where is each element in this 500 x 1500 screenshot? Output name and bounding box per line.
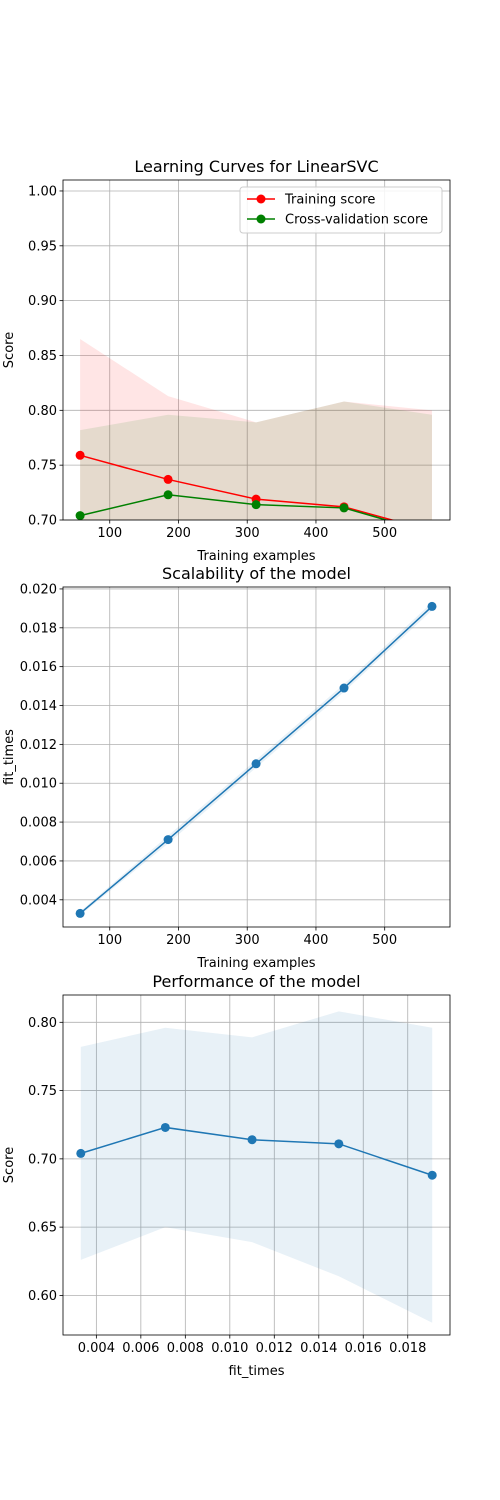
scalability-panel: 100 200 300 400 500 0.004 0.006 0.008 0.010 0.012… — [2, 564, 451, 971]
x-tick-label: 0.016 — [345, 1341, 382, 1356]
x-tick-label: 0.004 — [78, 1341, 115, 1356]
legend-cross-validation-score-label: Cross-validation score — [285, 213, 428, 228]
performance-plot-area — [76, 1011, 437, 1323]
y-tick-label: 0.80 — [28, 1016, 57, 1031]
learning-curve-y-axis-label: Score — [2, 332, 17, 368]
learning-curve-training-score-point — [427, 526, 436, 535]
performance-y-axis-label: Score — [2, 1147, 17, 1183]
x-tick-label: 100 — [97, 933, 122, 948]
scalability-y-axis-label: fit_times — [2, 729, 17, 785]
legend-box — [239, 186, 443, 234]
performance-series-point — [247, 1135, 257, 1145]
scalability-plot-area — [75, 601, 437, 918]
scalability-series-point — [163, 835, 173, 845]
x-tick-label: 300 — [235, 933, 260, 948]
scalability-series-point — [427, 601, 437, 611]
x-tick-label: 400 — [304, 526, 329, 541]
y-tick-label: 0.65 — [28, 1221, 57, 1236]
x-tick-label: 0.008 — [167, 1341, 204, 1356]
performance-title: Performance of the model — [152, 972, 360, 991]
y-tick-label: 0.008 — [20, 816, 57, 831]
performance-axes-frame — [62, 994, 451, 1336]
scalability-x-axis-label: Training examples — [196, 956, 315, 971]
performance-grid — [63, 995, 450, 1335]
y-tick-label: 0.70 — [28, 514, 57, 529]
x-tick-label: 100 — [97, 526, 122, 541]
x-tick-label: 0.012 — [256, 1341, 293, 1356]
legend-training-score-label: Training score — [284, 193, 375, 208]
learning-curve-cross-validation-score-point — [339, 503, 349, 513]
y-tick-label: 0.70 — [28, 1152, 57, 1167]
y-tick-label: 0.75 — [28, 459, 57, 474]
scalability-axes-frame — [62, 586, 451, 928]
y-tick-label: 0.010 — [20, 777, 57, 792]
x-tick-label: 0.010 — [211, 1341, 248, 1356]
learning-curve-cross-validation-score-point — [427, 529, 436, 538]
y-tick-label: 0.75 — [28, 1084, 57, 1099]
y-tick-label: 0.006 — [20, 854, 57, 869]
y-tick-label: 0.018 — [20, 621, 57, 636]
x-tick-label: 500 — [372, 933, 397, 948]
legend-training-score-marker — [256, 194, 266, 204]
y-tick-label: 0.85 — [28, 349, 57, 364]
learning-curve-title: Learning Curves for LinearSVC — [134, 157, 378, 176]
learning-curve-legend: Training score Cross-validation score — [239, 186, 443, 234]
performance-x-axis-label: fit_times — [229, 1364, 285, 1379]
learning-curve-x-axis-label: Training examples — [196, 549, 315, 564]
performance-panel: 0.004 0.006 0.008 0.010 0.012 0.014 0.016 0.018… — [2, 972, 451, 1379]
y-tick-label: 0.004 — [20, 893, 57, 908]
learning-curve-training-score-point — [75, 450, 85, 460]
x-tick-label: 0.018 — [389, 1341, 426, 1356]
learning-curve-axes-frame — [62, 179, 451, 521]
scalability-grid — [63, 587, 450, 927]
performance-series-point — [427, 1170, 437, 1180]
y-tick-label: 0.014 — [20, 699, 57, 714]
performance-series-band — [80, 1011, 433, 1323]
y-tick-label: 0.020 — [20, 582, 57, 597]
x-tick-label: 400 — [304, 933, 329, 948]
x-tick-label: 300 — [235, 526, 260, 541]
learning-curve-panel: 100 200 300 400 500 0.70 0.75 0.80 0.85 0.90 0.95 1… — [2, 157, 451, 564]
learning-curve-cross-validation-score-point — [251, 500, 261, 510]
scalability-series-point — [339, 683, 349, 693]
x-tick-label: 500 — [372, 526, 397, 541]
scalability-series-point — [251, 759, 261, 769]
scalability-title: Scalability of the model — [162, 564, 351, 583]
y-tick-label: 1.00 — [28, 184, 57, 199]
learning-curve-cross-validation-score-point — [163, 490, 173, 500]
y-tick-label: 0.016 — [20, 660, 57, 675]
y-tick-label: 0.90 — [28, 294, 57, 309]
x-tick-label: 200 — [166, 526, 191, 541]
scalability-series-point — [75, 908, 85, 918]
y-tick-label: 0.60 — [28, 1289, 57, 1304]
x-tick-label: 0.014 — [300, 1341, 337, 1356]
y-tick-label: 0.95 — [28, 239, 57, 254]
y-tick-label: 0.80 — [28, 404, 57, 419]
x-tick-label: 200 — [166, 933, 191, 948]
y-tick-label: 0.012 — [20, 738, 57, 753]
learning-curve-training-score-point — [163, 474, 173, 484]
x-tick-label: 0.006 — [122, 1341, 159, 1356]
performance-series-point — [334, 1139, 344, 1149]
learning-curve-cross-validation-score-point — [75, 511, 85, 520]
legend-cross-validation-score-marker — [256, 214, 266, 224]
learning-curve-training-score-band — [80, 339, 432, 520]
learning-curve-plot-area — [75, 339, 436, 538]
performance-series-point — [160, 1122, 170, 1132]
performance-series-point — [76, 1148, 86, 1158]
